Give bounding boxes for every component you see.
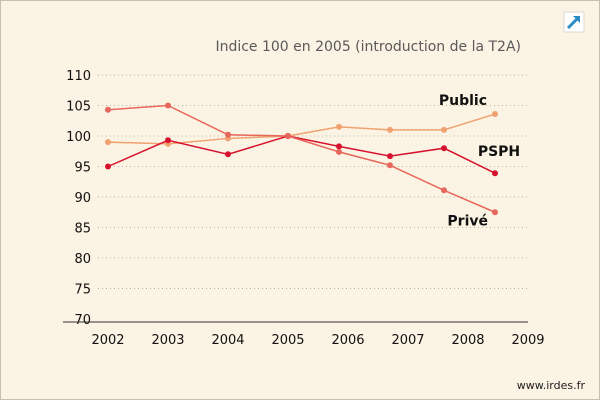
series-label: PSPH	[478, 144, 520, 160]
y-tick-label: 85	[74, 222, 91, 237]
data-point	[225, 151, 231, 158]
y-tick-label: 75	[74, 283, 91, 298]
y-tick-label: 95	[74, 161, 91, 176]
data-point	[165, 102, 171, 109]
y-tick-label: 80	[74, 252, 91, 267]
data-point	[285, 133, 291, 139]
x-tick-label: 2007	[391, 333, 424, 348]
data-point	[105, 163, 111, 170]
data-point	[165, 137, 171, 144]
data-point	[336, 123, 342, 130]
data-point	[387, 153, 393, 160]
x-tick-label: 2009	[511, 333, 544, 348]
x-tick-label: 2004	[211, 333, 244, 348]
x-tick-label: 2002	[91, 333, 124, 348]
data-point	[336, 148, 342, 155]
series-label: Public	[439, 93, 487, 109]
series-label: Privé	[447, 213, 488, 229]
y-tick-label: 100	[66, 130, 91, 145]
data-point	[492, 170, 498, 177]
external-link-arrow-icon[interactable]	[563, 11, 585, 33]
x-tick-label: 2005	[271, 333, 304, 348]
data-point	[441, 187, 447, 194]
y-tick-label: 70	[74, 313, 91, 328]
data-point	[387, 162, 393, 169]
data-point	[336, 143, 342, 150]
y-tick-label: 90	[74, 191, 91, 206]
data-point	[387, 126, 393, 133]
data-point	[492, 209, 498, 216]
source-credit: www.irdes.fr	[516, 379, 585, 392]
data-point	[492, 111, 498, 118]
x-tick-label: 2006	[331, 333, 364, 348]
y-tick-label: 105	[66, 100, 91, 115]
data-point	[441, 126, 447, 133]
series-line-privé	[107, 104, 496, 213]
data-point	[105, 139, 111, 146]
x-tick-label: 2003	[151, 333, 184, 348]
data-point	[441, 145, 447, 152]
y-tick-label: 110	[66, 69, 91, 84]
chart-subtitle: Indice 100 en 2005 (introduction de la T…	[215, 39, 521, 55]
series-line-psph	[107, 135, 496, 174]
data-point	[225, 131, 231, 138]
x-tick-label: 2008	[451, 333, 484, 348]
data-point	[105, 106, 111, 113]
